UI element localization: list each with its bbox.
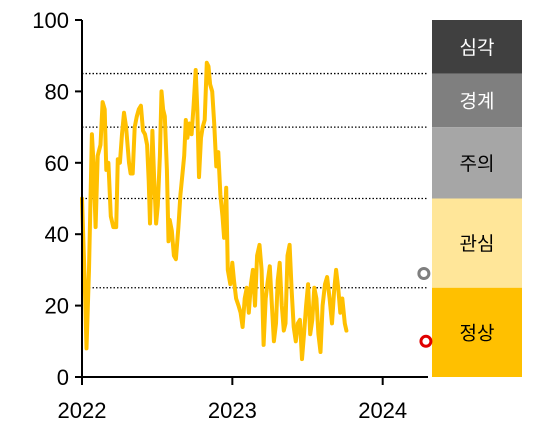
marker-1 [419,334,433,348]
x-tick-label: 2024 [358,398,407,423]
band-label: 심각 [460,37,495,59]
band-4 [432,287,522,377]
x-tick-label: 2023 [208,398,257,423]
y-tick-label: 100 [32,8,69,33]
band-0 [432,20,522,74]
markers-layer [417,266,433,348]
axes: 0 20 40 60 80 100 2022 2023 2024 [32,8,428,423]
band-1 [432,73,522,128]
series-layer [80,60,349,362]
threshold-gridlines [82,72,428,289]
band-label: 경계 [460,90,495,112]
y-tick-label: 40 [45,222,69,247]
marker-0 [417,266,431,280]
band-3 [432,198,522,288]
y-tick-label: 60 [45,151,69,176]
band-label: 주의 [460,153,495,175]
band-label: 관심 [460,233,495,255]
series-line-0 [80,60,349,362]
x-tick-label: 2022 [58,398,107,423]
band-label: 정상 [460,322,495,344]
y-tick-label: 80 [45,79,69,104]
band-2 [432,127,522,199]
y-tick-label: 20 [45,294,69,319]
y-tick-label: 0 [57,365,69,390]
